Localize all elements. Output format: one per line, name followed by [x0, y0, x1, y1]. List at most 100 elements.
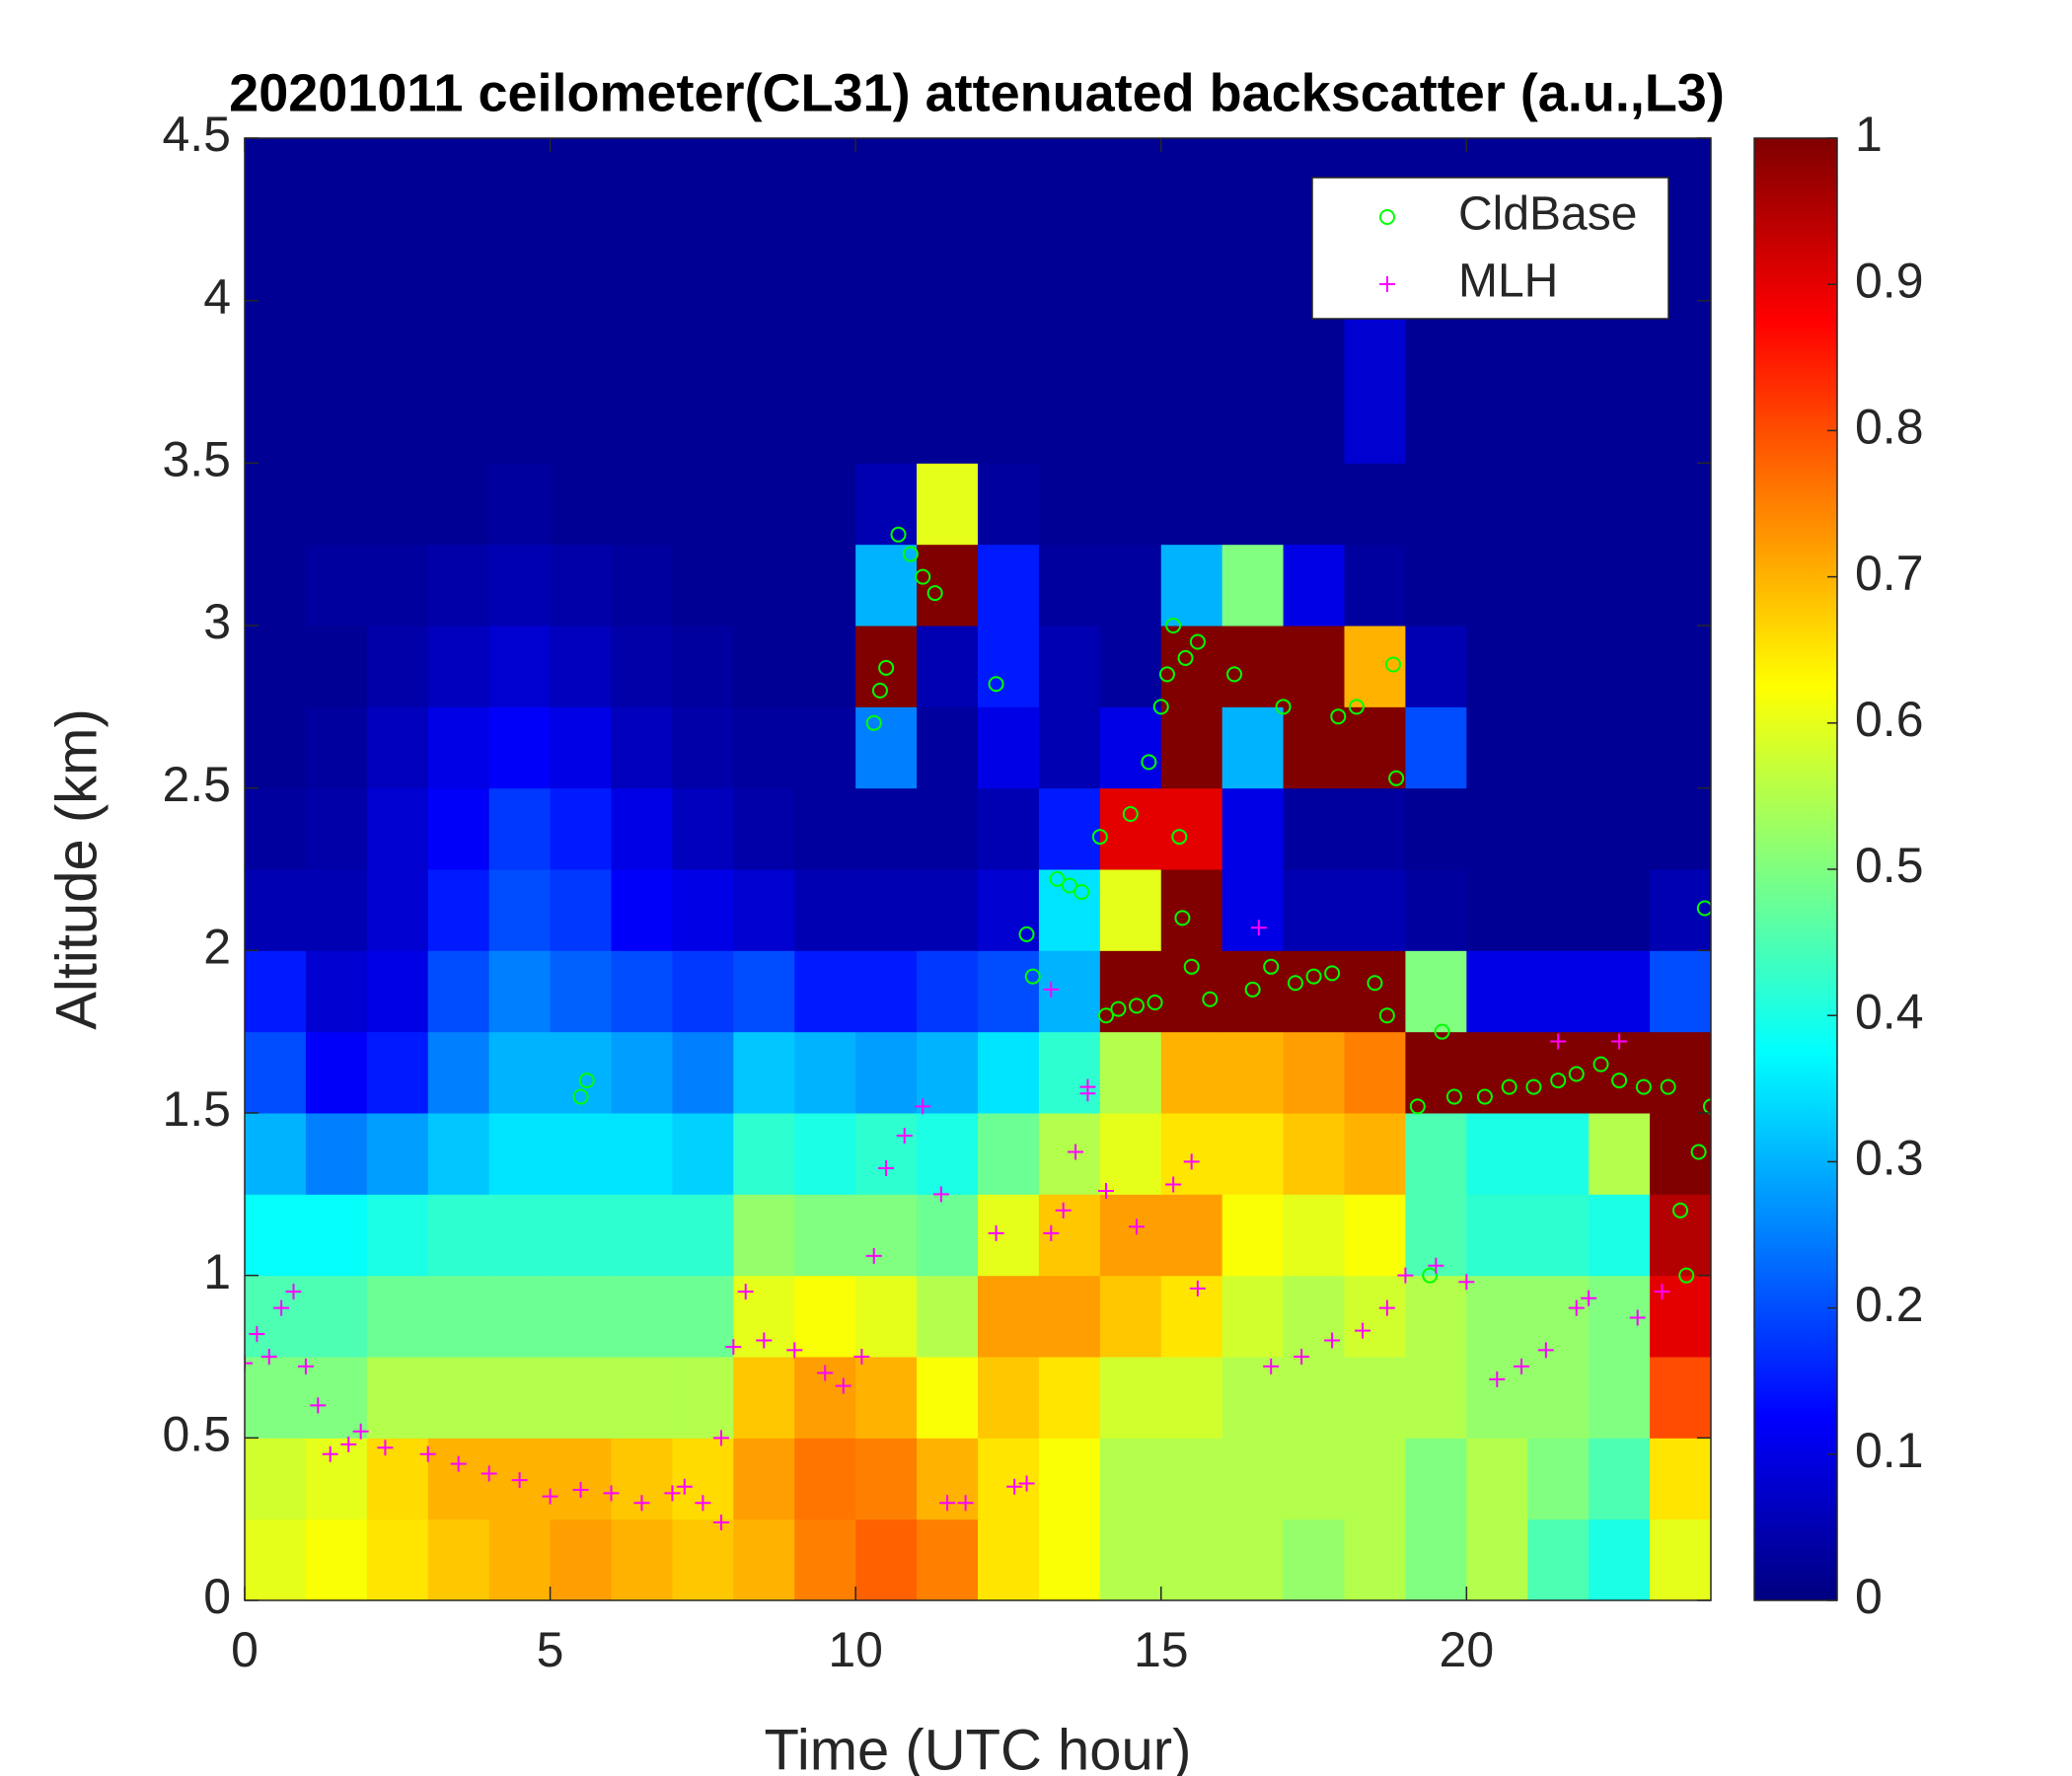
cldbase-marker [1152, 699, 1169, 715]
heatmap-cell [978, 869, 1040, 951]
y-tick-label: 1.5 [162, 1081, 231, 1137]
heatmap-cell [427, 950, 490, 1033]
heatmap-cell [733, 787, 795, 870]
heatmap-cell [427, 463, 490, 546]
heatmap-cell [366, 1518, 429, 1600]
heatmap-cell [366, 1275, 429, 1358]
cldbase-marker [878, 659, 895, 676]
heatmap-cell [1283, 1438, 1345, 1520]
mlh-marker [1324, 1332, 1341, 1349]
heatmap-cell [1221, 300, 1285, 383]
heatmap-cell [366, 463, 429, 546]
heatmap-cell [733, 138, 795, 220]
heatmap-cell [917, 300, 979, 383]
cldbase-marker [1244, 981, 1261, 998]
heatmap-cell [1650, 626, 1711, 707]
cldbase-marker [1073, 884, 1090, 901]
heatmap-cell [611, 626, 673, 707]
legend: CldBase MLH [1311, 177, 1669, 320]
mlh-marker [1018, 1475, 1035, 1492]
heatmap-cell [1038, 382, 1101, 464]
mlh-marker [603, 1485, 620, 1502]
heatmap-cell [1466, 1194, 1528, 1277]
cldbase-marker [890, 526, 907, 543]
cldbase-marker [1690, 1144, 1707, 1160]
mlh-marker [297, 1358, 314, 1374]
heatmap-cell [488, 706, 552, 789]
heatmap-cell [1589, 382, 1651, 464]
heatmap-cell [917, 382, 979, 464]
heatmap-cell [1589, 787, 1651, 870]
heatmap-cell [488, 1275, 552, 1358]
heatmap-cell [794, 1275, 856, 1358]
legend-label: MLH [1458, 256, 1558, 308]
cldbase-marker [1385, 656, 1402, 673]
heatmap-cell [733, 544, 795, 627]
heatmap-cell [1650, 1438, 1711, 1520]
heatmap-cell [1466, 1275, 1528, 1358]
y-tick-label: 1 [203, 1244, 231, 1299]
cldbase-marker [1378, 1007, 1395, 1024]
heatmap-cell [1344, 1438, 1406, 1520]
cldbase-marker [865, 714, 882, 731]
heatmap-cell [550, 1194, 612, 1277]
heatmap-cell [550, 219, 612, 302]
heatmap-cell [366, 1113, 429, 1195]
heatmap-cell [794, 1031, 856, 1114]
heatmap-cell [917, 950, 979, 1033]
heatmap-cell [855, 1357, 918, 1439]
cldbase-marker [1141, 754, 1157, 771]
cldbase-marker [1049, 870, 1066, 887]
heatmap-cell [1221, 219, 1285, 302]
heatmap-cell [1405, 950, 1467, 1033]
heatmap-cell [1527, 1518, 1590, 1600]
cldbase-marker [1147, 995, 1163, 1011]
mlh-marker [1537, 1342, 1554, 1359]
heatmap-cell [1038, 1518, 1101, 1600]
y-tick-label: 4.5 [162, 107, 231, 162]
heatmap-cell [1527, 950, 1590, 1033]
heatmap-cell [305, 219, 368, 302]
heatmap-cell [1283, 1113, 1345, 1195]
colorbar-tick-label: 0.2 [1855, 1277, 1924, 1332]
cldbase-marker [1330, 708, 1347, 725]
heatmap-cell [366, 1031, 429, 1114]
cldbase-marker [1348, 699, 1365, 715]
heatmap-cell [1221, 138, 1285, 220]
cldbase-marker [902, 546, 919, 562]
heatmap-cell [1344, 463, 1406, 546]
heatmap-cell [427, 869, 490, 951]
mlh-marker [1006, 1478, 1023, 1495]
heatmap-cell [366, 626, 429, 707]
heatmap-cell [1650, 463, 1711, 546]
heatmap-cell [1650, 1275, 1711, 1358]
y-tick-label: 2.5 [162, 757, 231, 812]
heatmap-cell [550, 869, 612, 951]
heatmap-cell [550, 1518, 612, 1600]
heatmap-cell [611, 138, 673, 220]
cldbase-marker [1122, 806, 1139, 823]
heatmap-cell [672, 706, 734, 789]
heatmap-cell [488, 1194, 552, 1277]
heatmap-cell [917, 219, 979, 302]
heatmap-cell [733, 1113, 795, 1195]
heatmap-cell [488, 1518, 552, 1600]
heatmap-cell [672, 138, 734, 220]
heatmap-cell [245, 626, 307, 707]
heatmap-cell [672, 1275, 734, 1358]
mlh-marker [511, 1472, 528, 1489]
heatmap-cell [1527, 1438, 1590, 1520]
heatmap-cell [978, 1438, 1040, 1520]
colorbar-tick-label: 0.5 [1855, 838, 1924, 893]
heatmap-cell [917, 544, 979, 627]
cldbase-marker [1568, 1066, 1585, 1082]
heatmap-cell [1099, 1518, 1162, 1600]
heatmap-cell [1160, 382, 1223, 464]
heatmap-cell [1221, 1031, 1285, 1114]
heatmap-cell [1344, 950, 1406, 1033]
heatmap-cell [855, 1113, 918, 1195]
heatmap-cell [611, 706, 673, 789]
heatmap-cell [245, 1113, 307, 1195]
heatmap-cell [1099, 1438, 1162, 1520]
colorbar-tick-label: 0.8 [1855, 400, 1924, 455]
